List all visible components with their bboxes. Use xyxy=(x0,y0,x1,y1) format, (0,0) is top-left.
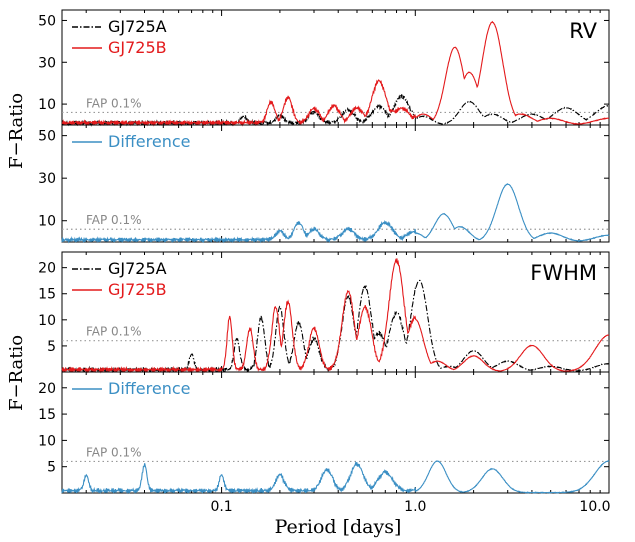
chart-panel-4: 5 10 15 20 FAP 0.1% Difference xyxy=(38,371,610,495)
upper-y-axis-label: F−Ratio xyxy=(6,93,27,169)
series-line xyxy=(61,459,610,495)
x-tick-label: 0.1 xyxy=(210,499,232,515)
y-tick-label: 10 xyxy=(38,313,56,329)
y-tick-label: 30 xyxy=(38,55,56,71)
y-tick-label: 10 xyxy=(38,433,56,449)
y-tick-label: 10 xyxy=(38,97,56,113)
fap-label: FAP 0.1% xyxy=(86,445,142,459)
legend-label: GJ725B xyxy=(108,38,167,57)
panel-frame xyxy=(61,124,610,243)
panel-label: FWHM xyxy=(530,261,597,285)
y-tick-label: 50 xyxy=(38,129,56,145)
chart-panel-1: 10 30 50 FAP 0.1% GJ725A GJ725B RV xyxy=(38,9,610,127)
panel-frame xyxy=(61,371,610,494)
y-tick-label: 15 xyxy=(38,287,56,303)
lower-y-axis-label: F−Ratio xyxy=(6,335,27,411)
y-tick-label: 20 xyxy=(38,381,56,397)
y-tick-label: 5 xyxy=(47,460,56,476)
legend-label: GJ725B xyxy=(108,280,167,299)
chart-panel-2: 10 30 50 FAP 0.1% Difference xyxy=(38,124,610,244)
legend-label: Difference xyxy=(108,379,190,398)
panel-label: RV xyxy=(569,19,597,43)
legend-label: GJ725A xyxy=(108,17,167,36)
legend-label: GJ725A xyxy=(108,259,167,278)
chart-panel-3: 5 10 15 20 FAP 0.1% GJ725A GJ725B FWHM xyxy=(38,251,610,374)
y-tick-label: 30 xyxy=(38,171,56,187)
y-tick-label: 5 xyxy=(47,339,56,355)
x-tick-label: 1.0 xyxy=(404,499,426,515)
fap-label: FAP 0.1% xyxy=(86,96,142,110)
x-axis-label: Period [days] xyxy=(275,516,402,538)
x-tick-label: 10.0 xyxy=(579,499,610,515)
series-line xyxy=(61,20,610,127)
y-tick-label: 20 xyxy=(38,261,56,277)
fap-label: FAP 0.1% xyxy=(86,325,142,339)
legend-label: Difference xyxy=(108,132,190,151)
series-line xyxy=(61,258,609,374)
series-line xyxy=(61,94,610,127)
y-tick-label: 10 xyxy=(38,214,56,230)
panels: 10 30 50 FAP 0.1% GJ725A GJ725B RV 10 30 50 FAP 0.… xyxy=(38,9,611,515)
fap-label: FAP 0.1% xyxy=(86,213,142,227)
y-tick-label: 15 xyxy=(38,407,56,423)
y-tick-label: 50 xyxy=(38,13,56,29)
series-line xyxy=(61,183,610,244)
